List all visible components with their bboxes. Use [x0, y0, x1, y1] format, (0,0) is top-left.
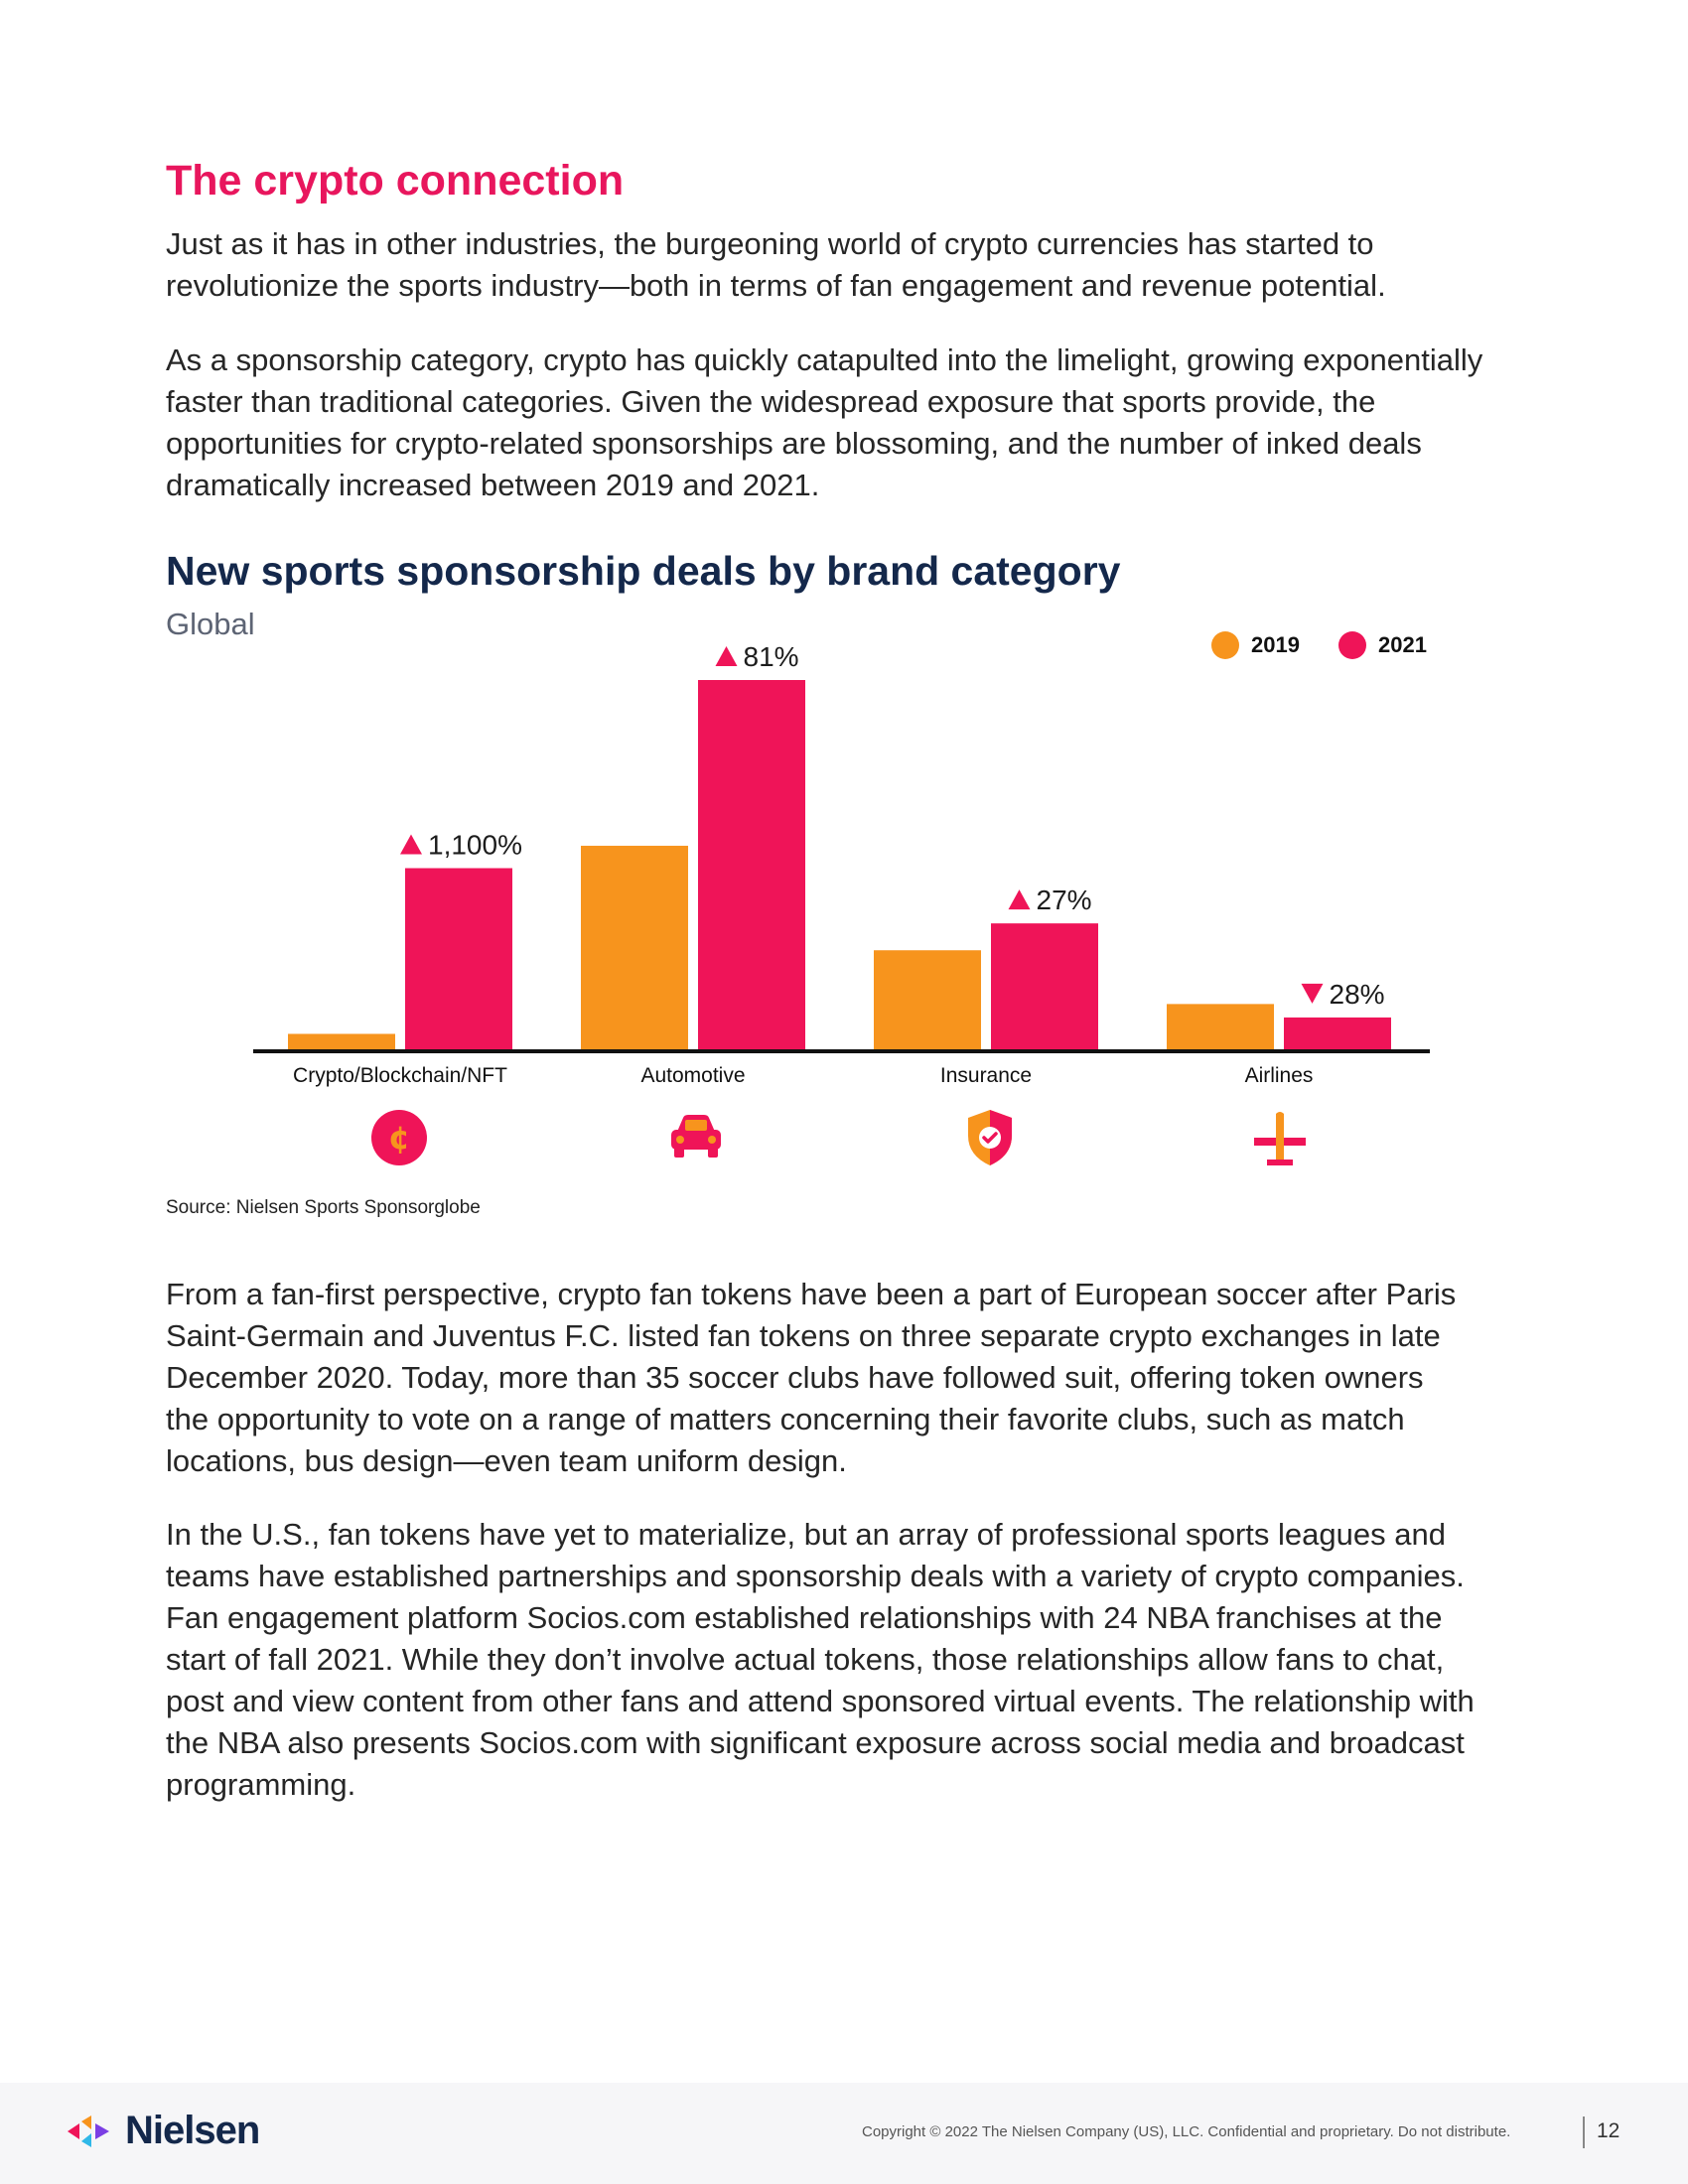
crypto-coin-icon: ¢ [371, 1110, 427, 1165]
chart-source: Source: Nielsen Sports Sponsorglobe [166, 1197, 481, 1218]
bar-2021 [405, 868, 512, 1050]
fan-tokens-paragraph: From a fan-first perspective, crypto fan… [166, 1274, 1536, 1482]
paragraph-line: post and view content from other fans an… [166, 1684, 1475, 1718]
page-footer [0, 2083, 1688, 2184]
paragraph-line: the opportunity to vote on a range of ma… [166, 1402, 1405, 1436]
change-label: 27% [1037, 885, 1092, 915]
paragraph-line: the NBA also presents Socios.com with si… [166, 1725, 1465, 1760]
sponsorship-paragraph: As a sponsorship category, crypto has qu… [166, 340, 1536, 506]
change-label: 1,100% [428, 830, 522, 861]
footer-divider [1583, 2116, 1585, 2148]
paragraph-line: revolutionize the sports industry—both i… [166, 268, 1386, 303]
bar-2019 [288, 1033, 395, 1050]
legend-swatch-2019 [1211, 631, 1239, 659]
section-heading: The crypto connection [166, 157, 625, 205]
paragraph-line: December 2020. Today, more than 35 socce… [166, 1360, 1424, 1395]
legend-swatch-2021 [1338, 631, 1366, 659]
category-label: Automotive [640, 1064, 745, 1087]
paragraph-line: faster than traditional categories. Give… [166, 384, 1376, 419]
legend-label-2019: 2019 [1251, 632, 1300, 657]
triangle-down-icon [1301, 983, 1324, 1004]
chart-subtitle: Global [166, 607, 255, 641]
intro-paragraph: Just as it has in other industries, the … [166, 223, 1536, 307]
svg-text:¢: ¢ [388, 1119, 410, 1157]
paragraph-line: From a fan-first perspective, crypto fan… [166, 1277, 1457, 1311]
paragraph-line: Fan engagement platform Socios.com estab… [166, 1600, 1443, 1635]
nielsen-logo-mark-icon [68, 2115, 109, 2147]
change-label: 28% [1330, 979, 1385, 1010]
page-number: 12 [1597, 2119, 1620, 2142]
change-label: 81% [744, 641, 799, 672]
legend-item-2019: 2019 [1211, 631, 1300, 659]
paragraph-line: teams have established partnerships and … [166, 1559, 1465, 1593]
legend-item-2021: 2021 [1338, 631, 1427, 659]
brand-name: Nielsen [125, 2109, 260, 2152]
bar-2019 [1167, 1004, 1274, 1050]
paragraph-line: In the U.S., fan tokens have yet to mate… [166, 1517, 1446, 1552]
paragraph-line: As a sponsorship category, crypto has qu… [166, 342, 1483, 377]
triangle-up-icon [1008, 889, 1031, 910]
bar-chart: Crypto/Blockchain/NFT 1,100% Automotive 81%… [253, 641, 1430, 1087]
us-market-paragraph: In the U.S., fan tokens have yet to mate… [166, 1514, 1536, 1806]
category-label: Insurance [940, 1064, 1032, 1087]
nielsen-logo: Nielsen [66, 2109, 260, 2153]
bar-2021 [698, 680, 805, 1050]
shield-check-icon [968, 1110, 1012, 1165]
bar-2019 [874, 950, 981, 1050]
airplane-icon [1254, 1112, 1306, 1165]
bar-2019 [581, 845, 688, 1050]
paragraph-line: programming. [166, 1767, 356, 1802]
triangle-up-icon [715, 646, 738, 667]
paragraph-line: Saint-Germain and Juventus F.C. listed f… [166, 1318, 1441, 1353]
paragraph-line: start of fall 2021. While they don’t inv… [166, 1642, 1445, 1677]
car-icon [671, 1115, 721, 1158]
triangle-up-icon [400, 834, 422, 855]
copyright-notice: Copyright © 2022 The Nielsen Company (US… [862, 2123, 1511, 2140]
bar-2021 [991, 923, 1098, 1050]
legend-label-2021: 2021 [1378, 632, 1427, 657]
paragraph-line: Just as it has in other industries, the … [166, 226, 1374, 261]
category-label: Crypto/Blockchain/NFT [293, 1064, 507, 1087]
paragraph-line: dramatically increased between 2019 and … [166, 468, 820, 502]
bar-2021 [1284, 1017, 1391, 1050]
paragraph-line: locations, bus design—even team uniform … [166, 1443, 847, 1478]
paragraph-line: opportunities for crypto-related sponsor… [166, 426, 1422, 461]
category-label: Airlines [1245, 1064, 1314, 1087]
chart-title: New sports sponsorship deals by brand ca… [166, 548, 1121, 594]
